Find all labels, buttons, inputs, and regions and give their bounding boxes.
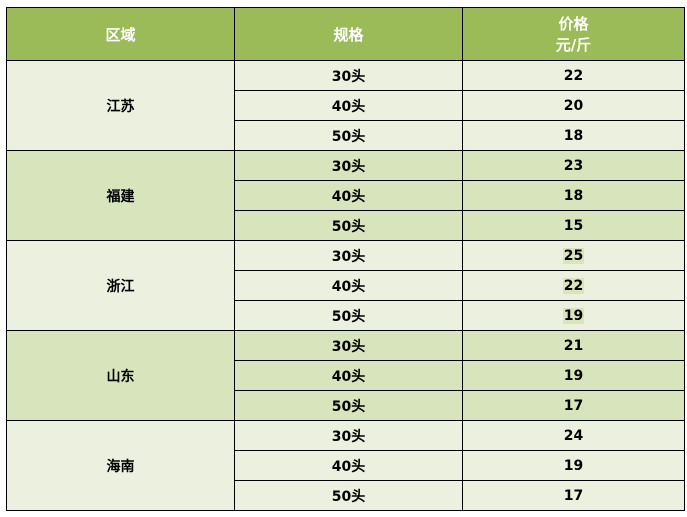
header-price-label: 价格: [558, 15, 589, 33]
region-cell: 江苏: [6, 60, 235, 151]
price-cell: 15: [462, 210, 685, 241]
table-row: 40头 19: [7, 450, 685, 481]
price-cell: 19: [462, 450, 685, 481]
price-value: 18: [563, 187, 584, 204]
price-cell: 17: [462, 390, 685, 421]
price-value: 25: [562, 247, 585, 264]
price-value: 24: [563, 427, 584, 444]
table-row: 50头 19: [7, 300, 685, 331]
table-row: 山东 30头 21: [6, 330, 685, 421]
price-cell: 20: [462, 90, 685, 121]
spec-cell: 50头: [234, 480, 463, 511]
price-cell: 19: [462, 360, 685, 391]
price-cell: 25: [462, 240, 685, 271]
price-value: 17: [563, 487, 584, 504]
price-cell: 21: [462, 330, 685, 361]
header-row: 区域 规格 价格元/斤: [6, 7, 685, 61]
table-row: 40头 19: [7, 360, 685, 391]
table-row: 40头 22: [7, 270, 685, 301]
header-price-unit: 元/斤: [555, 36, 592, 54]
spec-cell: 50头: [234, 120, 463, 151]
price-value: 22: [562, 277, 585, 294]
region-cell: 山东: [6, 330, 235, 421]
price-cell: 22: [462, 270, 685, 301]
price-cell: 22: [462, 60, 685, 91]
region-cell: 海南: [6, 420, 235, 511]
spec-cell: 30头: [234, 150, 463, 181]
price-value: 20: [563, 97, 584, 114]
price-value: 15: [563, 217, 584, 234]
spec-cell: 40头: [234, 360, 463, 391]
price-cell: 23: [462, 150, 685, 181]
spec-cell: 30头: [234, 330, 463, 361]
spec-cell: 50头: [234, 300, 463, 331]
table-row: 江苏 30头 22: [6, 60, 685, 151]
price-value: 19: [562, 307, 585, 324]
price-cell: 19: [462, 300, 685, 331]
spec-cell: 30头: [234, 240, 463, 271]
price-cell: 24: [462, 420, 685, 451]
spec-cell: 30头: [234, 60, 463, 91]
spec-cell: 30头: [234, 420, 463, 451]
table-row: 福建 30头 23: [6, 150, 685, 241]
price-cell: 17: [462, 480, 685, 511]
spec-cell: 40头: [234, 90, 463, 121]
spec-cell: 50头: [234, 390, 463, 421]
price-value: 19: [563, 367, 584, 384]
table-row: 海南 30头 24: [6, 420, 685, 511]
price-table: 区域 规格 价格 元/斤 江苏 30头 22 40头 20 50头 18 福建 30头 23 40头 1…: [6, 7, 685, 511]
price-value: 22: [563, 67, 584, 84]
region-cell: 浙江: [6, 240, 235, 331]
price-cell: 18: [462, 180, 685, 211]
header-price: 价格元/斤: [462, 7, 685, 61]
spec-cell: 40头: [234, 450, 463, 481]
spec-cell: 50头: [234, 210, 463, 241]
region-cell: 福建: [6, 150, 235, 241]
table-row: 50头 17: [7, 480, 685, 511]
spec-cell: 40头: [234, 270, 463, 301]
table-row: 浙江 30头 25: [6, 240, 685, 331]
header-spec: 规格: [234, 7, 463, 61]
price-value: 19: [563, 457, 584, 474]
header-region: 区域: [6, 7, 235, 61]
price-value: 18: [563, 127, 584, 144]
price-value: 23: [563, 157, 584, 174]
price-value: 17: [563, 397, 584, 414]
price-value: 21: [563, 337, 584, 354]
table-row: 40头 18: [7, 180, 685, 211]
table-row: 40头 20: [7, 90, 685, 121]
table-row: 50头 15: [7, 210, 685, 241]
price-cell: 18: [462, 120, 685, 151]
spec-cell: 40头: [234, 180, 463, 211]
